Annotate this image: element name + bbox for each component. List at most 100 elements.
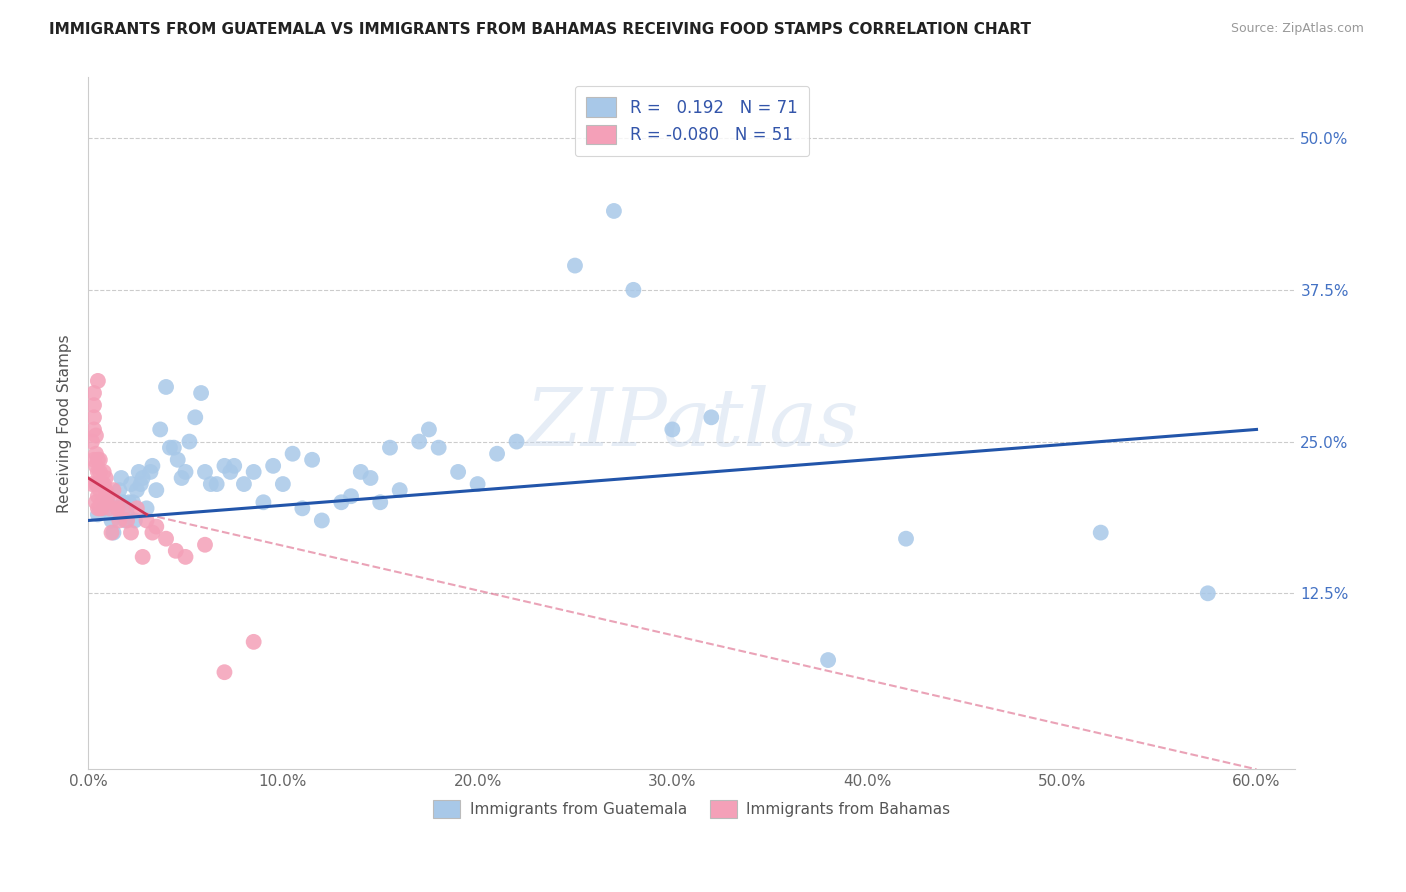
Point (194, 538, 217, 552)
Point (281, 447, 304, 461)
Point (418, 422, 440, 436)
Point (174, 465, 197, 479)
Point (894, 532, 917, 546)
Point (87, 489, 110, 503)
Point (447, 465, 470, 479)
Point (232, 477, 254, 491)
Point (124, 513, 146, 527)
Point (94, 483, 117, 497)
Point (112, 501, 135, 516)
Point (388, 483, 411, 497)
Point (1197, 586, 1219, 600)
Point (179, 434, 201, 449)
Point (174, 549, 197, 564)
Point (141, 458, 163, 473)
Point (84, 447, 107, 461)
Point (87, 374, 110, 388)
Point (242, 465, 264, 479)
Point (252, 495, 274, 509)
Point (97, 495, 120, 509)
Point (98, 501, 121, 516)
Point (214, 458, 236, 473)
Point (135, 513, 157, 527)
Point (145, 483, 167, 497)
Point (108, 483, 131, 497)
Point (89, 465, 111, 479)
Point (87, 477, 110, 491)
Text: ZIPatlas: ZIPatlas (524, 384, 859, 462)
Point (114, 513, 136, 527)
Point (700, 410, 723, 425)
Point (120, 525, 142, 540)
Point (301, 452, 323, 467)
Legend: Immigrants from Guatemala, Immigrants from Bahamas: Immigrants from Guatemala, Immigrants fr… (427, 794, 956, 824)
Point (486, 447, 509, 461)
Point (368, 495, 391, 509)
Point (131, 549, 153, 564)
Point (97, 489, 120, 503)
Point (165, 544, 187, 558)
Point (661, 422, 683, 436)
Point (112, 495, 135, 509)
Point (205, 477, 228, 491)
Point (139, 465, 162, 479)
Point (190, 386, 212, 401)
Point (87, 452, 110, 467)
Point (141, 525, 163, 540)
Point (159, 441, 181, 455)
Point (155, 380, 177, 394)
Point (129, 477, 152, 491)
Point (83, 422, 105, 436)
Point (311, 513, 333, 527)
Point (330, 495, 353, 509)
Text: Source: ZipAtlas.com: Source: ZipAtlas.com (1230, 22, 1364, 36)
Point (108, 513, 131, 527)
Point (87, 508, 110, 522)
Point (94, 471, 117, 485)
Point (242, 635, 264, 649)
Point (104, 495, 127, 509)
Point (378, 441, 401, 455)
Point (427, 441, 450, 455)
Point (100, 525, 122, 540)
Text: IMMIGRANTS FROM GUATEMALA VS IMMIGRANTS FROM BAHAMAS RECEIVING FOOD STAMPS CORRE: IMMIGRANTS FROM GUATEMALA VS IMMIGRANTS … (49, 22, 1031, 37)
Point (170, 471, 193, 485)
Point (408, 434, 430, 449)
Point (115, 513, 138, 527)
Point (118, 495, 141, 509)
Point (135, 501, 157, 516)
Point (505, 434, 527, 449)
Point (93, 465, 115, 479)
Point (84, 477, 107, 491)
Point (93, 501, 115, 516)
Point (83, 452, 105, 467)
Point (89, 501, 111, 516)
Y-axis label: Receiving Food Stamps: Receiving Food Stamps (58, 334, 72, 513)
Point (262, 458, 284, 473)
Point (184, 410, 207, 425)
Point (90, 477, 112, 491)
Point (163, 441, 186, 455)
Point (149, 422, 172, 436)
Point (219, 465, 242, 479)
Point (224, 458, 246, 473)
Point (83, 386, 105, 401)
Point (194, 465, 217, 479)
Point (80, 477, 103, 491)
Point (200, 477, 222, 491)
Point (360, 471, 382, 485)
Point (90, 495, 112, 509)
Point (103, 483, 125, 497)
Point (131, 471, 153, 485)
Point (214, 665, 236, 680)
Point (89, 452, 111, 467)
Point (125, 501, 148, 516)
Point (80, 434, 103, 449)
Point (100, 513, 122, 527)
Point (83, 410, 105, 425)
Point (87, 465, 110, 479)
Point (84, 428, 107, 442)
Point (89, 483, 111, 497)
Point (105, 501, 128, 516)
Point (340, 489, 363, 503)
